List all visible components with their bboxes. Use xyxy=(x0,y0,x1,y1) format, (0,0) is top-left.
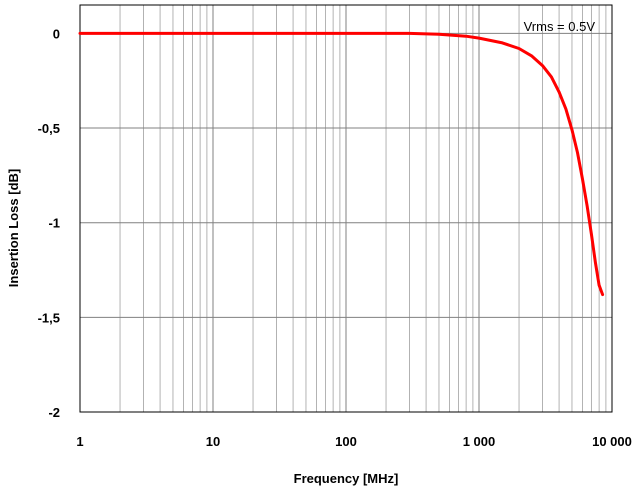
y-tick-label: -2 xyxy=(48,405,60,420)
x-tick-label: 100 xyxy=(335,434,357,449)
x-tick-label: 1 xyxy=(76,434,83,449)
series-line xyxy=(78,31,605,297)
x-tick-label: 10 000 xyxy=(592,434,632,449)
y-tick-label: -0,5 xyxy=(38,121,60,136)
y-tick-label: -1 xyxy=(48,216,60,231)
series-group xyxy=(78,31,605,297)
x-tick-labels: 1 10 100 1 000 10 000 xyxy=(76,434,632,449)
y-axis-title: Insertion Loss [dB] xyxy=(6,169,21,287)
x-axis-title: Frequency [MHz] xyxy=(294,471,399,486)
y-tick-labels: 0 -0,5 -1 -1,5 -2 xyxy=(38,26,60,420)
y-tick-label: 0 xyxy=(53,26,60,41)
x-tick-label: 10 xyxy=(206,434,220,449)
plot-frame xyxy=(79,4,613,413)
grid-minor xyxy=(119,5,607,412)
x-tick-label: 1 000 xyxy=(463,434,496,449)
y-tick-label: -1,5 xyxy=(38,310,60,325)
annotation-vrms: Vrms = 0.5V xyxy=(524,19,596,34)
